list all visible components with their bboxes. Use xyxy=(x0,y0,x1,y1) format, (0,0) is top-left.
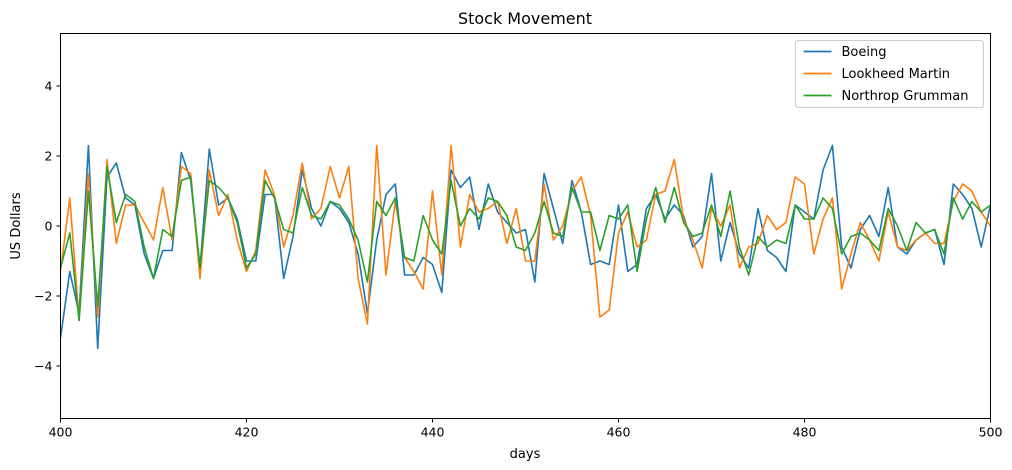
series-line-northrop-grumman xyxy=(60,165,991,322)
x-tick-label: 460 xyxy=(607,425,631,440)
chart-title: Stock Movement xyxy=(458,9,592,28)
x-tick-label: 480 xyxy=(793,425,817,440)
legend-box xyxy=(795,40,984,108)
x-tick-label: 440 xyxy=(421,425,445,440)
x-tick-label: 400 xyxy=(49,425,73,440)
y-tick-label: 4 xyxy=(45,79,53,94)
legend-label: Boeing xyxy=(842,45,887,60)
y-tick-label: 0 xyxy=(45,219,53,234)
series-line-boeing xyxy=(60,144,991,350)
x-tick-label: 500 xyxy=(979,425,1003,440)
legend-label: Lookheed Martin xyxy=(842,67,951,82)
y-axis: −4 −2 0 2 4 xyxy=(34,79,61,374)
x-axis-label: days xyxy=(510,447,541,462)
y-axis-label: US Dollars xyxy=(9,192,24,259)
x-tick-label: 420 xyxy=(235,425,259,440)
legend-label: Northrop Grumman xyxy=(842,89,969,104)
x-axis: 400 420 440 460 480 500 xyxy=(49,418,1003,440)
y-tick-label: 2 xyxy=(45,149,53,164)
series-line-lookheed-martin xyxy=(60,144,991,325)
y-tick-label: −4 xyxy=(34,359,52,374)
legend: Boeing Lookheed Martin Northrop Grumman xyxy=(795,40,984,108)
y-tick-label: −2 xyxy=(34,289,52,304)
